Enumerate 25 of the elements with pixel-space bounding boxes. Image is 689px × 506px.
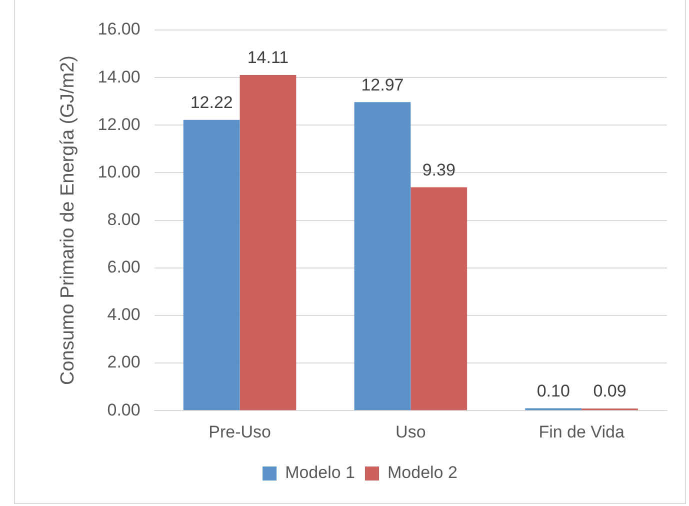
data-label: 12.22 [190,93,233,112]
data-label: 14.11 [247,48,289,68]
y-tick-label: 2.00 [107,352,140,372]
data-label: 0.10 [536,381,570,400]
x-tick-label: Uso [396,422,426,442]
y-tick-label: 10.00 [98,162,140,182]
legend-label: Modelo 2 [388,463,458,482]
y-tick-label: 0.00 [107,400,140,420]
data-label: 12.97 [361,75,404,94]
y-tick-label: 12.00 [98,114,140,134]
y-tick-label: 16.00 [98,20,140,39]
data-label: 9.39 [422,160,456,180]
x-tick-label: Pre-Uso [208,422,271,442]
y-tick-label: 6.00 [107,258,140,277]
bar [240,74,296,410]
y-tick-label: 4.00 [107,305,140,324]
bar [183,120,240,410]
legend-label: Modelo 1 [285,463,356,482]
y-axis-title: Consumo Primario de Energía (GJ/m2) [58,56,79,386]
bar [410,187,468,410]
data-label: 0.09 [593,382,626,401]
y-tick-label: 8.00 [107,210,140,229]
x-tick-label: Fin de Vida [538,422,625,442]
y-tick-label: 14.00 [98,67,140,86]
bar [354,102,411,410]
